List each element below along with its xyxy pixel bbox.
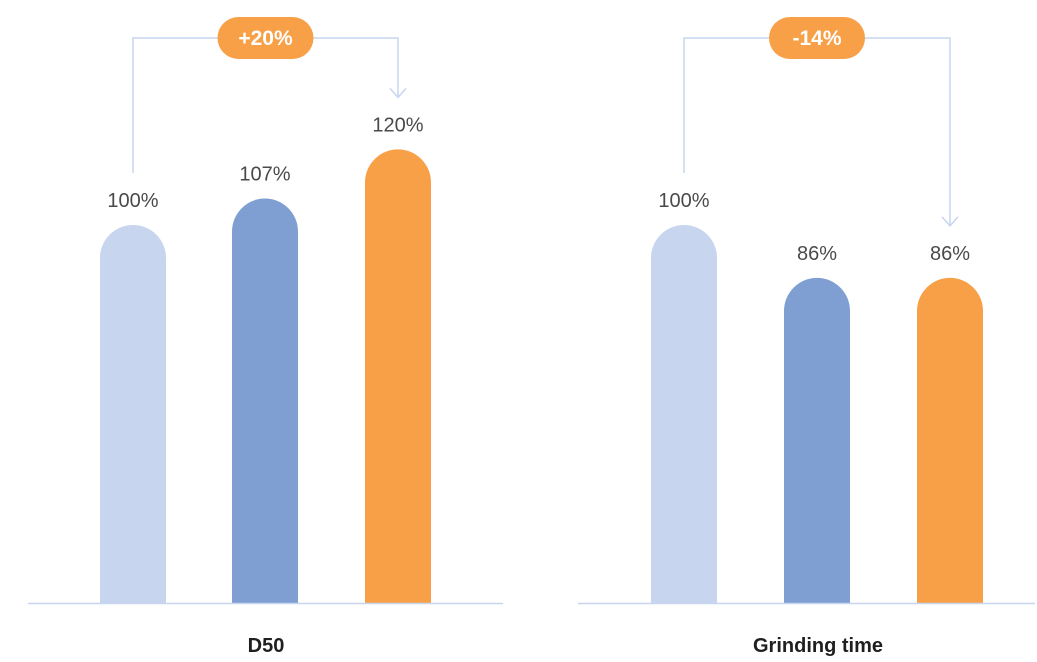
change-badge-text-1: +20% [238, 27, 293, 50]
value-label-1-3: 120% [372, 114, 423, 136]
chart-panel-2: 100% 86% 86% -14% Grinding time [578, 17, 1035, 657]
value-label-2-2: 86% [797, 243, 837, 265]
change-badge-text-2: -14% [792, 27, 841, 50]
value-label-1-1: 100% [107, 190, 158, 212]
bar-2-2 [784, 277, 850, 603]
chart-title-2: Grinding time [753, 635, 883, 657]
value-label-1-2: 107% [239, 164, 290, 186]
bar-2-3 [917, 277, 983, 603]
change-badge-2 [769, 17, 865, 59]
arrow-head-icon-1 [389, 87, 407, 99]
value-label-2-1: 100% [658, 190, 709, 212]
arrow-head-icon-2 [941, 216, 959, 228]
bar-2-1 [651, 225, 717, 603]
charts-layer: 100% 107% 120% +20% D50 100% 86% 86% -14% Grindin… [28, 17, 1035, 657]
change-badge-1 [217, 17, 314, 59]
bar-1-2 [232, 198, 298, 604]
chart-panel-1: 100% 107% 120% +20% D50 [28, 17, 503, 657]
bar-1-1 [100, 225, 166, 603]
connector-line-2 [683, 37, 951, 226]
chart-title-1: D50 [248, 635, 285, 657]
value-label-2-3: 86% [930, 243, 970, 265]
bar-1-3 [365, 149, 431, 603]
